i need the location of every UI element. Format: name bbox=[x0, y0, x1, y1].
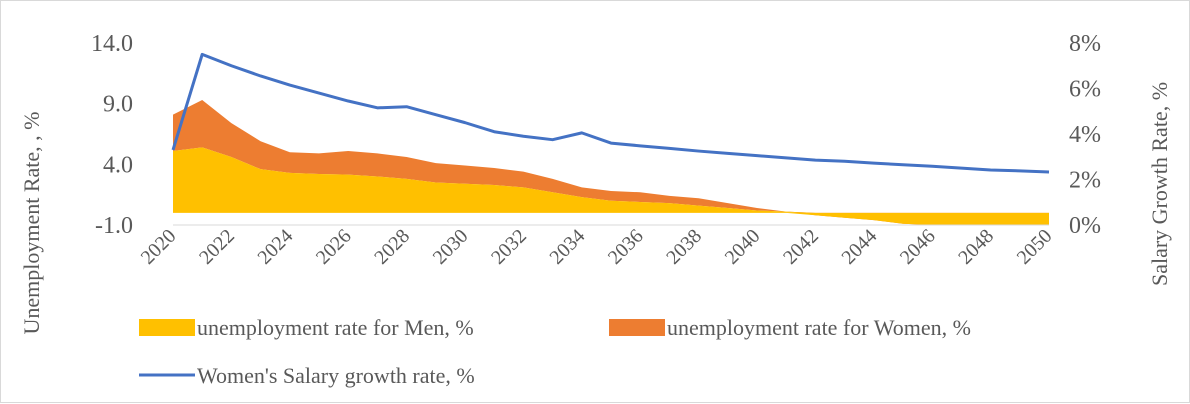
area-men-lower bbox=[173, 212, 1049, 225]
y2-tick-label: 2% bbox=[1069, 168, 1101, 194]
x-tick-label: 2026 bbox=[312, 225, 356, 269]
y-tick-label: 14.0 bbox=[91, 31, 133, 57]
y2-tick-label: 8% bbox=[1069, 31, 1101, 57]
x-tick-label: 2036 bbox=[604, 225, 648, 269]
x-tick-label: 2032 bbox=[487, 225, 531, 269]
x-tick-label: 2034 bbox=[545, 225, 589, 269]
legend: unemployment rate for Men, % unemploymen… bbox=[139, 315, 971, 388]
area-women bbox=[173, 100, 1049, 225]
y2-tick-label: 4% bbox=[1069, 122, 1101, 148]
x-tick-label: 2044 bbox=[837, 225, 881, 269]
y-tick-label: 9.0 bbox=[103, 92, 133, 118]
x-tick-label: 2042 bbox=[779, 225, 823, 269]
x-tick-label: 2028 bbox=[370, 225, 414, 269]
x-tick-label: 2046 bbox=[896, 225, 940, 269]
area-men bbox=[173, 147, 1049, 213]
right-axis-title: Salary Growth Rate, % bbox=[1147, 82, 1172, 286]
area-layer bbox=[173, 100, 1049, 225]
x-tick-label: 2050 bbox=[1013, 225, 1057, 269]
right-y-ticks: 8% 6% 4% 2% 0% bbox=[1069, 31, 1101, 239]
x-tick-label: 2040 bbox=[721, 225, 765, 269]
y2-tick-label: 0% bbox=[1069, 213, 1101, 239]
line-layer bbox=[171, 52, 1050, 174]
x-tick-label: 2020 bbox=[137, 225, 181, 269]
legend-swatch-men bbox=[139, 319, 195, 336]
y-tick-label: 4.0 bbox=[103, 152, 133, 178]
x-tick-label: 2024 bbox=[253, 225, 297, 269]
x-tick-label: 2030 bbox=[429, 225, 473, 269]
x-ticks: 2020 2022 2024 2026 2028 2030 2032 2034 2036 2038… bbox=[137, 225, 1057, 269]
x-tick-label: 2022 bbox=[195, 225, 239, 269]
line-salary-growth bbox=[171, 52, 1050, 174]
left-axis-title: Unemployment Rate, , % bbox=[19, 111, 44, 334]
x-tick-label: 2048 bbox=[954, 225, 998, 269]
x-tick-label: 2038 bbox=[662, 225, 706, 269]
legend-label-women: unemployment rate for Women, % bbox=[667, 315, 971, 340]
legend-label-men: unemployment rate for Men, % bbox=[197, 315, 474, 340]
y-tick-label: -1.0 bbox=[95, 213, 133, 239]
left-y-ticks: 14.0 9.0 4.0 -1.0 bbox=[91, 31, 133, 239]
y2-tick-label: 6% bbox=[1069, 77, 1101, 103]
legend-label-salary: Women's Salary growth rate, % bbox=[197, 363, 475, 388]
legend-swatch-women bbox=[609, 319, 665, 336]
